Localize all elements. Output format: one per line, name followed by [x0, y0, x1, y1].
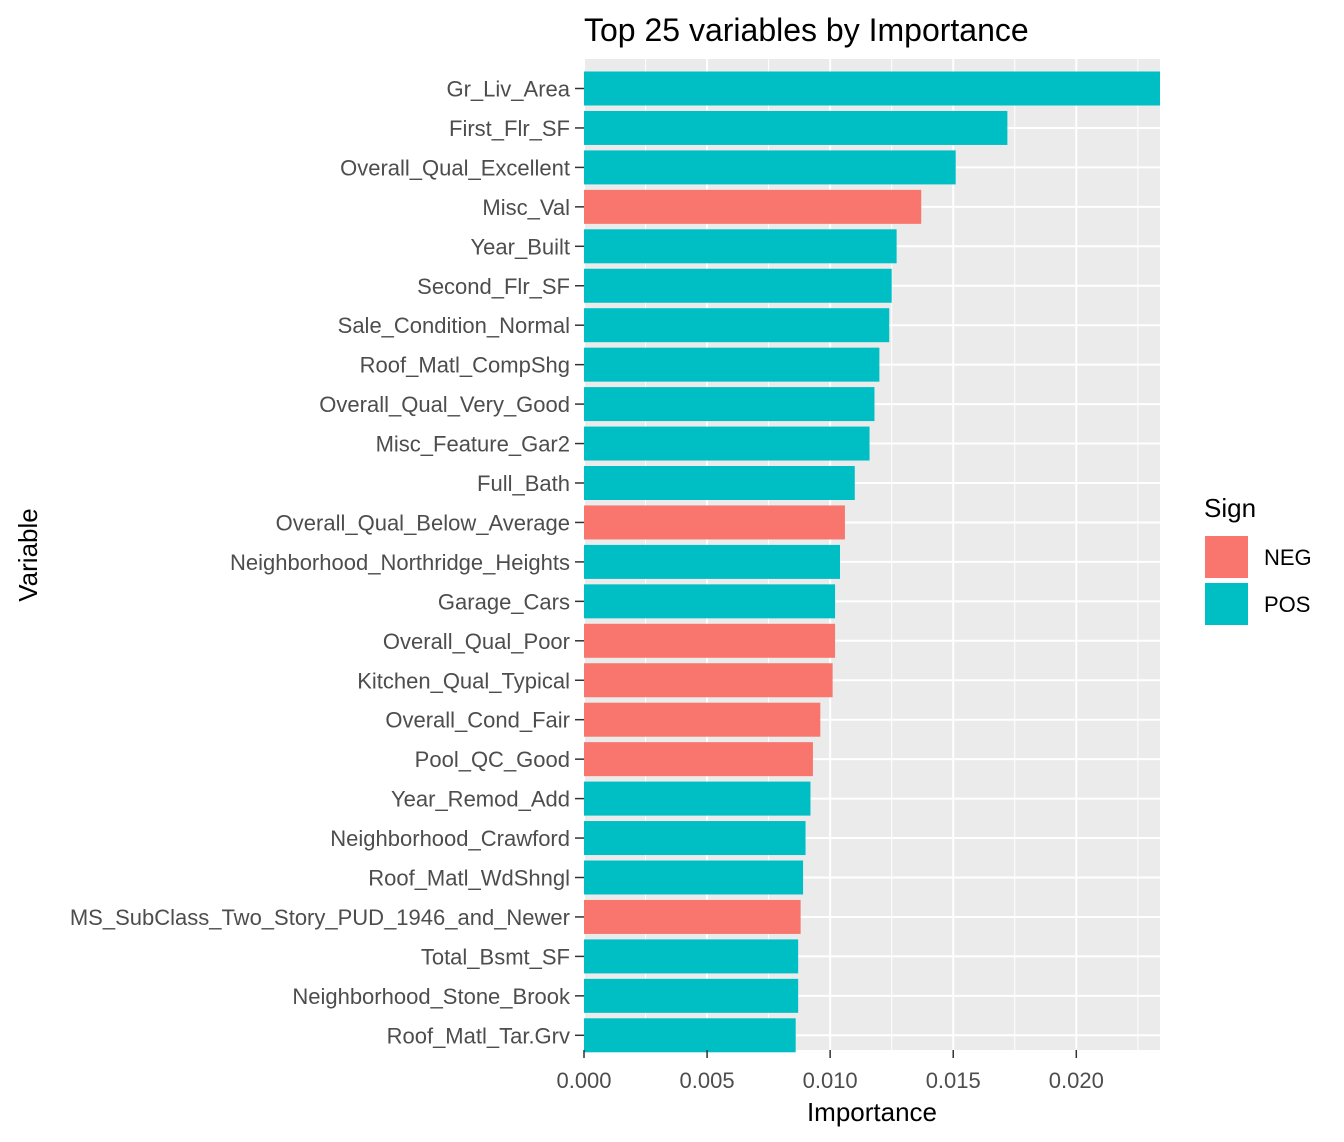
y-tick-labels: Gr_Liv_Area First_Flr_SF Overall_Qual_Exce… [70, 77, 584, 1048]
bar [584, 544, 840, 579]
y-tick-label: Overall_Qual_Very_Good [319, 392, 570, 417]
y-tick-label: Roof_Matl_CompShg [360, 353, 570, 378]
bar [584, 663, 833, 698]
y-tick-label: Garage_Cars [438, 589, 570, 614]
legend-title: Sign [1204, 493, 1256, 523]
x-tick-label: 0.010 [803, 1068, 858, 1093]
bar [584, 347, 880, 382]
legend-key [1205, 583, 1248, 625]
y-tick-label: Misc_Feature_Gar2 [376, 432, 570, 457]
bar [584, 702, 821, 737]
y-tick-label: Year_Remod_Add [391, 787, 570, 812]
bar [584, 308, 890, 343]
bar [584, 781, 811, 816]
bar [584, 939, 799, 974]
bar [584, 387, 875, 422]
y-tick-label: Roof_Matl_WdShngl [368, 866, 570, 891]
bar [584, 505, 845, 540]
bar [584, 899, 801, 934]
y-axis-title: Variable [13, 508, 43, 601]
y-tick-label: Neighborhood_Crawford [330, 826, 570, 851]
bar [584, 584, 836, 619]
legend: Sign NEG POS [1204, 493, 1312, 625]
bar [584, 71, 1160, 106]
bars-group [584, 71, 1160, 1053]
y-tick-label: Roof_Matl_Tar.Grv [387, 1023, 570, 1048]
bar [584, 150, 956, 185]
bar [584, 978, 799, 1013]
bar [584, 426, 870, 461]
bar [584, 742, 813, 777]
legend-key [1205, 536, 1248, 578]
y-tick-label: Misc_Val [482, 195, 570, 220]
chart-title: Top 25 variables by Importance [584, 12, 1029, 48]
y-tick-label: Full_Bath [477, 471, 570, 496]
y-tick-label: Neighborhood_Stone_Brook [292, 984, 571, 1009]
y-tick-label: Kitchen_Qual_Typical [357, 668, 570, 693]
y-tick-label: Neighborhood_Northridge_Heights [230, 550, 570, 575]
y-tick-label: Year_Built [471, 234, 570, 259]
bar [584, 189, 922, 224]
x-tick-label: 0.005 [680, 1068, 735, 1093]
legend-label: POS [1264, 592, 1310, 617]
bar [584, 110, 1008, 145]
x-tick-label: 0.020 [1049, 1068, 1104, 1093]
y-tick-label: Sale_Condition_Normal [338, 313, 570, 338]
legend-label: NEG [1264, 545, 1312, 570]
x-tick-label: 0.015 [926, 1068, 981, 1093]
y-tick-label: Second_Flr_SF [417, 274, 570, 299]
y-tick-label: Overall_Qual_Below_Average [276, 510, 570, 535]
bar [584, 623, 836, 658]
bar [584, 821, 806, 856]
bar [584, 268, 892, 303]
y-tick-label: Overall_Qual_Excellent [340, 155, 570, 180]
y-tick-label: Total_Bsmt_SF [421, 944, 570, 969]
bar [584, 229, 897, 264]
y-tick-label: Overall_Cond_Fair [385, 708, 570, 733]
bar [584, 1018, 796, 1053]
x-tick-label: 0.000 [556, 1068, 611, 1093]
x-tick-labels: 0.000 0.005 0.010 0.015 0.020 [556, 1050, 1104, 1093]
bar [584, 860, 804, 895]
bar [584, 466, 855, 500]
x-axis-title: Importance [807, 1097, 937, 1127]
y-tick-label: Overall_Qual_Poor [383, 629, 570, 654]
y-tick-label: Pool_QC_Good [415, 747, 570, 772]
y-tick-label: Gr_Liv_Area [446, 77, 570, 102]
y-tick-label: First_Flr_SF [449, 116, 570, 141]
y-tick-label: MS_SubClass_Two_Story_PUD_1946_and_Newer [70, 905, 570, 930]
